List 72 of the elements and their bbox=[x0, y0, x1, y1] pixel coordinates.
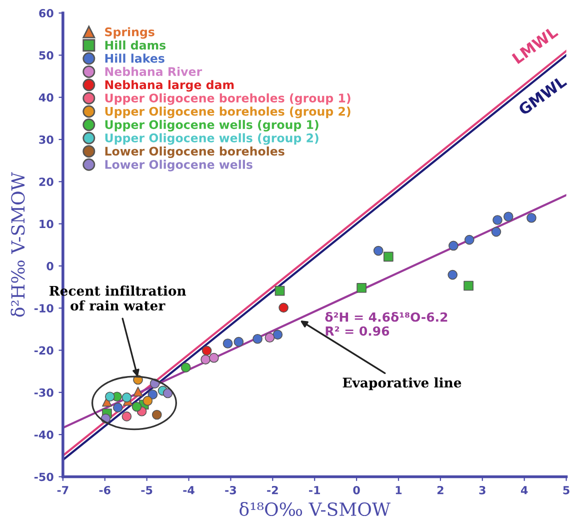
point bbox=[448, 240, 458, 251]
legend-label: Upper Oligocene boreholes (group 1) bbox=[105, 93, 350, 105]
point bbox=[448, 270, 458, 280]
annotation: Evaporative line bbox=[342, 377, 462, 390]
point bbox=[222, 338, 233, 348]
y-tick-label: 20 bbox=[39, 178, 54, 186]
point bbox=[122, 412, 132, 422]
y-tick-label: 0 bbox=[46, 262, 54, 270]
y-tick-label: 60 bbox=[39, 9, 54, 18]
x-axis-title: δ¹⁸O‰ V-SMOW bbox=[240, 502, 390, 516]
annotation: δ²H = 4.6δ¹⁸O-6.2 R² = 0.96 bbox=[325, 312, 448, 336]
point bbox=[264, 332, 275, 343]
x-tick-label: 5 bbox=[563, 486, 570, 494]
point bbox=[384, 252, 394, 262]
x-tick-label: -5 bbox=[141, 486, 152, 494]
point bbox=[464, 280, 474, 291]
legend-label: Nebhana large dam bbox=[105, 80, 234, 92]
x-tick-label: -3 bbox=[225, 486, 236, 494]
x-tick-label: -1 bbox=[309, 486, 320, 494]
point bbox=[492, 215, 502, 225]
point bbox=[491, 226, 502, 237]
y-tick-label: 30 bbox=[39, 135, 54, 144]
point bbox=[133, 386, 143, 396]
point bbox=[200, 354, 210, 364]
x-tick-label: 4 bbox=[520, 486, 528, 494]
legend-label: Springs bbox=[105, 27, 154, 39]
legend-label: Hill dams bbox=[105, 40, 166, 50]
point bbox=[202, 346, 212, 356]
y-tick-label: 40 bbox=[38, 93, 54, 102]
legend-label: Hill lakes bbox=[105, 54, 164, 63]
point bbox=[142, 396, 153, 406]
x-tick-label: 1 bbox=[396, 486, 402, 494]
y-tick-label: -30 bbox=[34, 388, 54, 397]
point bbox=[152, 410, 162, 420]
legend-label: Nebhana River bbox=[105, 66, 202, 76]
x-tick-label: -2 bbox=[267, 486, 278, 494]
y-tick-label: -40 bbox=[34, 430, 54, 439]
legend-label: Lower Oligocene wells bbox=[105, 160, 252, 172]
point bbox=[526, 212, 536, 223]
point bbox=[122, 392, 132, 402]
y-tick-label: -50 bbox=[34, 472, 54, 482]
x-tick-label: 2 bbox=[437, 486, 444, 494]
point bbox=[112, 402, 123, 413]
point bbox=[274, 286, 285, 296]
legend-label: Upper Oligocene boreholes (group 2) bbox=[105, 106, 350, 118]
point bbox=[278, 302, 288, 313]
point bbox=[234, 336, 244, 347]
legend-label: Upper Oligocene wells (group 2) bbox=[105, 133, 318, 145]
y-tick-label: -20 bbox=[34, 346, 54, 355]
point bbox=[209, 352, 219, 363]
point bbox=[132, 402, 142, 412]
point bbox=[148, 390, 158, 400]
x-tick-label: 0 bbox=[353, 486, 360, 494]
point bbox=[356, 282, 366, 293]
y-axis-title: δ²H‰ V-SMOW bbox=[10, 172, 25, 317]
point bbox=[464, 234, 474, 245]
point bbox=[104, 392, 115, 402]
x-tick-label: -6 bbox=[99, 486, 110, 494]
y-tick-label: 10 bbox=[40, 220, 54, 228]
point bbox=[162, 388, 173, 398]
x-tick-label: 3 bbox=[479, 486, 486, 494]
point bbox=[503, 212, 514, 222]
point bbox=[272, 330, 283, 340]
x-tick-label: -4 bbox=[183, 486, 194, 494]
x-tick-label: -7 bbox=[57, 486, 68, 494]
point bbox=[252, 334, 262, 344]
y-tick-label: 50 bbox=[39, 51, 54, 60]
legend-label: Upper Oligocene wells (group 1) bbox=[105, 120, 318, 132]
point bbox=[180, 362, 191, 372]
legend-label: Lower Oligocene boreholes bbox=[105, 146, 284, 158]
y-tick-label: -10 bbox=[34, 304, 54, 312]
point bbox=[373, 246, 384, 256]
